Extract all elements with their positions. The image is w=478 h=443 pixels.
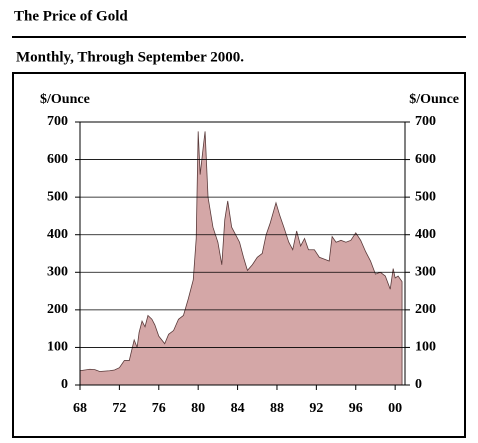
y2-tick-label: 200 — [415, 302, 436, 317]
y-tick-label: 100 — [47, 340, 68, 355]
x-tick-label: 92 — [309, 401, 323, 416]
y2-axis-label: $/Ounce — [409, 92, 459, 107]
x-tick-label: 88 — [270, 401, 284, 416]
y-tick-label: 300 — [47, 265, 68, 280]
x-tick-label: 84 — [231, 401, 245, 416]
y2-tick-label: 600 — [415, 152, 436, 167]
y-axis-label: $/Ounce — [40, 92, 90, 107]
area — [79, 131, 403, 386]
x-tick-label: 96 — [349, 401, 363, 416]
chart-subtitle: Monthly, Through September 2000. — [16, 49, 244, 65]
x-tick-label: 72 — [112, 401, 126, 416]
y-tick-label: 200 — [47, 302, 68, 317]
y-tick-label: 700 — [47, 114, 68, 129]
y2-tick-label: 500 — [415, 189, 436, 204]
chart-title: The Price of Gold — [14, 8, 128, 24]
x-tick-label: 00 — [388, 401, 402, 416]
x-tick-label: 80 — [191, 401, 205, 416]
title-rule — [12, 36, 466, 38]
y2-tick-label: 400 — [415, 227, 436, 242]
y2-tick-label: 700 — [415, 114, 436, 129]
y2-tick-label: 300 — [415, 265, 436, 280]
y-tick-label: 0 — [61, 377, 68, 392]
frame — [12, 72, 466, 438]
plot-border — [79, 121, 406, 386]
y-tick-label: 400 — [47, 227, 68, 242]
x-tick-label: 68 — [73, 401, 87, 416]
y-tick-label: 500 — [47, 189, 68, 204]
y2-tick-label: 0 — [415, 377, 422, 392]
x-tick-label: 76 — [152, 401, 166, 416]
y2-tick-label: 100 — [415, 340, 436, 355]
y-tick-label: 600 — [47, 152, 68, 167]
